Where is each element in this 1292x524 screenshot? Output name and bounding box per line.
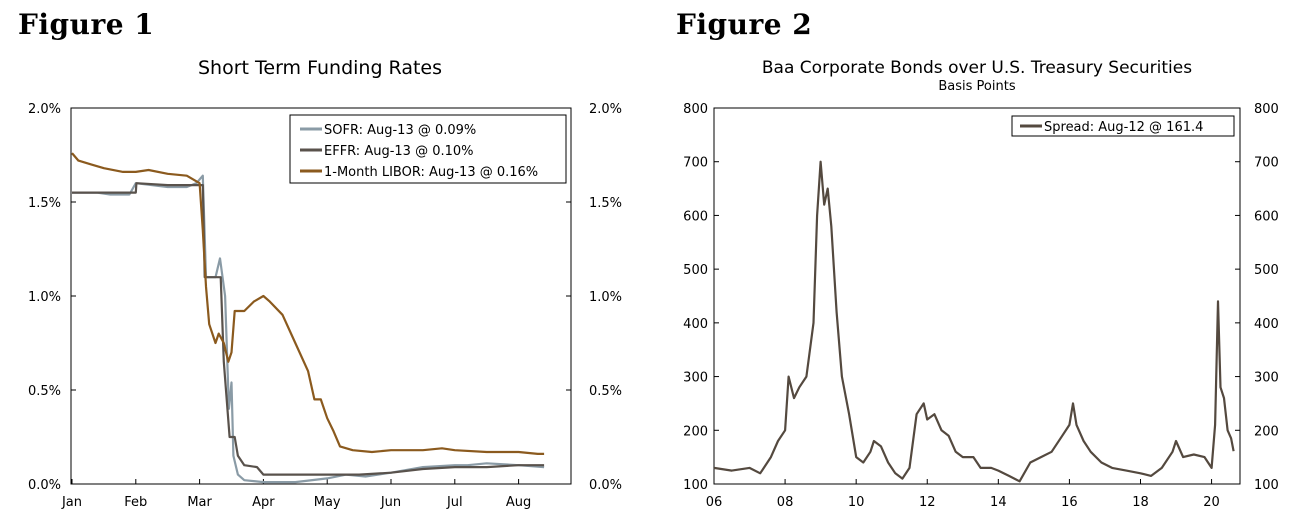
figure-1-label: Figure 1 (18, 8, 155, 41)
series-line-1 (72, 174, 545, 484)
y-tick-label-left: 300 (683, 371, 708, 386)
legend-entry: EFFR: Aug-13 @ 0.10% (324, 144, 474, 159)
y-tick-label-left: 500 (683, 263, 708, 278)
series-line-1 (713, 160, 1235, 483)
x-tick-label: 06 (706, 495, 723, 510)
x-tick-label: Jun (380, 495, 401, 510)
x-tick-label: Aug (506, 495, 531, 510)
y-tick-label-right: 200 (1254, 424, 1279, 439)
y-tick-label-left: 1.0% (28, 290, 61, 305)
x-tick-label: May (314, 495, 341, 510)
y-tick-label-left: 100 (683, 478, 708, 493)
x-tick-label: 14 (990, 495, 1007, 510)
legend-box (289, 114, 567, 184)
x-tick-label: Jul (446, 495, 463, 510)
y-tick-label-left: 600 (683, 209, 708, 224)
x-tick-label: 18 (1132, 495, 1149, 510)
chart-2-title: Baa Corporate Bonds over U.S. Treasury S… (761, 58, 1193, 78)
y-tick-label-left: 700 (683, 156, 708, 171)
plot-frame (713, 107, 1241, 485)
series-line-2 (72, 182, 545, 476)
legend-entry: SOFR: Aug-13 @ 0.09% (324, 123, 476, 138)
y-tick-label-right: 0.0% (589, 478, 622, 493)
x-tick-label: 20 (1203, 495, 1220, 510)
chart-1-title: Short Term Funding Rates (197, 57, 443, 79)
y-tick-label-left: 1.5% (28, 196, 61, 211)
series-line-3 (71, 152, 545, 455)
y-tick-label-right: 1.5% (589, 196, 622, 211)
legend-entry: 1-Month LIBOR: Aug-13 @ 0.16% (324, 165, 538, 180)
legend-entry: Spread: Aug-12 @ 161.4 (1044, 120, 1203, 135)
y-tick-label-right: 700 (1254, 156, 1279, 171)
y-tick-label-left: 2.0% (28, 102, 61, 117)
y-tick-label-left: 0.5% (28, 384, 61, 399)
figure-2-label: Figure 2 (676, 8, 813, 41)
y-tick-label-left: 200 (683, 424, 708, 439)
x-tick-label: Mar (187, 495, 212, 510)
y-tick-label-left: 0.0% (28, 478, 61, 493)
y-tick-label-right: 2.0% (589, 102, 622, 117)
y-tick-label-left: 400 (683, 317, 708, 332)
x-tick-label: 16 (1061, 495, 1078, 510)
y-tick-label-right: 100 (1254, 478, 1279, 493)
x-tick-label: 08 (777, 495, 794, 510)
x-tick-label: Feb (124, 495, 147, 510)
y-tick-label-right: 600 (1254, 209, 1279, 224)
y-tick-label-right: 1.0% (589, 290, 622, 305)
x-tick-label: Jan (61, 495, 82, 510)
y-tick-label-right: 0.5% (589, 384, 622, 399)
legend-box (1011, 115, 1235, 137)
y-tick-label-right: 500 (1254, 263, 1279, 278)
x-tick-label: Apr (252, 495, 275, 510)
y-tick-label-left: 800 (683, 102, 708, 117)
y-tick-label-right: 300 (1254, 371, 1279, 386)
y-tick-label-right: 400 (1254, 317, 1279, 332)
chart-2-subtitle: Basis Points (938, 79, 1016, 94)
y-tick-label-right: 800 (1254, 102, 1279, 117)
x-tick-label: 10 (848, 495, 865, 510)
x-tick-label: 12 (919, 495, 936, 510)
